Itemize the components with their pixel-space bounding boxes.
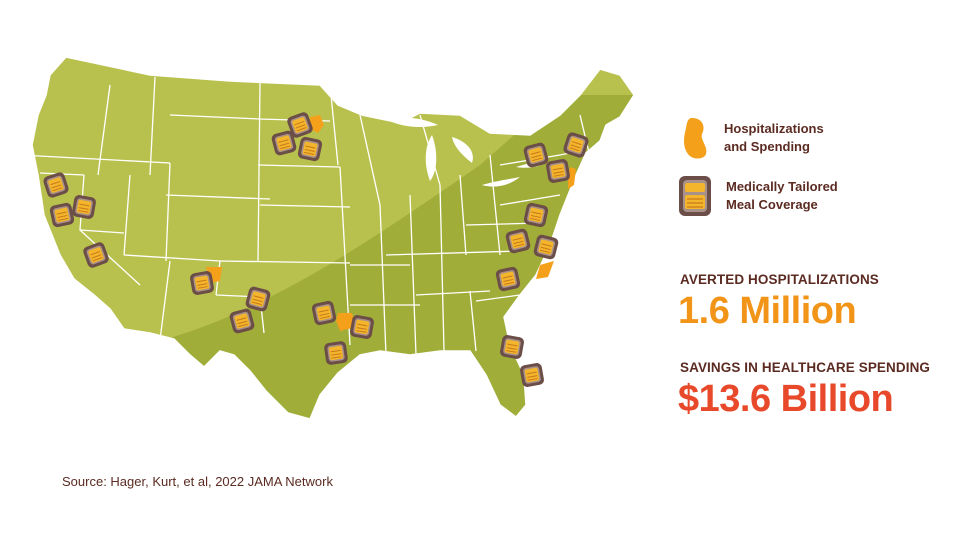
highlight-new-jersey bbox=[568, 167, 576, 189]
meal-tray-icon bbox=[498, 333, 526, 361]
meal-tray-icon bbox=[494, 265, 522, 293]
highlight-north-carolina bbox=[536, 261, 554, 279]
meal-tray-icon bbox=[679, 176, 711, 216]
averted-hospitalizations-label: AVERTED HOSPITALIZATIONS bbox=[680, 272, 879, 287]
highlighted-states bbox=[206, 115, 576, 331]
highlight-minnesota bbox=[310, 115, 324, 133]
source-citation: Source: Hager, Kurt, et al, 2022 JAMA Ne… bbox=[62, 474, 333, 489]
meal-tray-icon bbox=[296, 135, 324, 163]
legend-hospitalizations-line1: Hospitalizations bbox=[724, 121, 824, 136]
meal-tray-icon bbox=[70, 193, 98, 221]
averted-hospitalizations-value: 1.6 Million bbox=[678, 290, 857, 332]
legend-hospitalizations-line2: and Spending bbox=[724, 139, 810, 154]
meal-tray-icon bbox=[544, 157, 572, 185]
meal-tray-icon bbox=[518, 361, 546, 389]
meal-tray-icon bbox=[310, 299, 338, 327]
us-map bbox=[31, 56, 635, 420]
meal-tray-icon bbox=[48, 201, 76, 229]
legend-meal-coverage-line2: Meal Coverage bbox=[726, 197, 818, 212]
meal-tray-icon bbox=[348, 313, 376, 341]
orange-bean-shape-icon bbox=[684, 118, 707, 159]
meal-tray-icon bbox=[522, 201, 550, 229]
meal-tray-icon bbox=[323, 340, 349, 366]
great-lakes bbox=[386, 117, 548, 187]
healthcare-savings-value: $13.6 Billion bbox=[678, 378, 894, 420]
legend-meal-coverage: Medically Tailored Meal Coverage bbox=[678, 174, 838, 218]
meal-tray-icon bbox=[188, 269, 216, 297]
legend-hospitalizations: Hospitalizations and Spending bbox=[680, 116, 824, 160]
healthcare-savings-label: SAVINGS IN HEALTHCARE SPENDING bbox=[680, 360, 931, 375]
legend-meal-coverage-line1: Medically Tailored bbox=[726, 179, 838, 194]
